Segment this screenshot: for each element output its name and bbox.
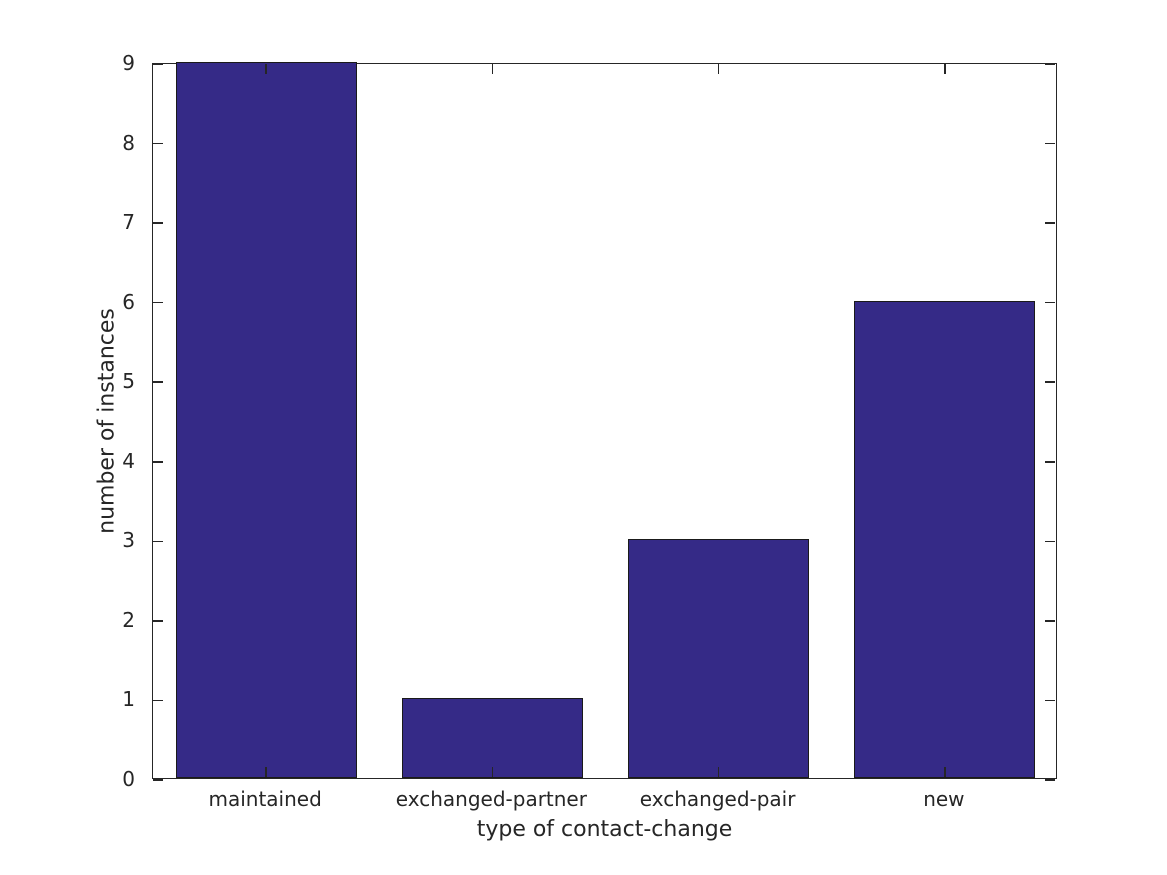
y-tick-right bbox=[1045, 461, 1055, 463]
x-tick-label-exchanged-partner: exchanged-partner bbox=[395, 787, 587, 811]
x-tick-label-new: new bbox=[923, 787, 965, 811]
y-tick-label: 9 bbox=[122, 51, 135, 75]
y-tick-label: 8 bbox=[122, 130, 135, 155]
y-tick-left bbox=[153, 142, 163, 145]
y-tick-right bbox=[1045, 142, 1055, 145]
x-axis-title: type of contact-change bbox=[476, 817, 733, 842]
plot-area bbox=[152, 62, 1057, 781]
x-tick-label-exchanged-pair: exchanged-pair bbox=[639, 787, 796, 811]
x-tick-top bbox=[491, 64, 494, 74]
y-tick-label: 1 bbox=[122, 687, 135, 712]
y-tick-left bbox=[153, 222, 163, 224]
bar-exchanged-partner bbox=[401, 698, 583, 778]
y-tick-right bbox=[1045, 620, 1055, 622]
y-tick-left bbox=[153, 620, 163, 622]
y-tick-right bbox=[1045, 301, 1055, 304]
x-tick-top bbox=[717, 64, 720, 74]
x-tick-top bbox=[944, 64, 946, 74]
y-tick-right bbox=[1045, 381, 1055, 383]
x-tick-top bbox=[265, 64, 267, 74]
y-tick-right bbox=[1045, 222, 1055, 224]
y-tick-left bbox=[153, 301, 163, 304]
bar-new bbox=[854, 300, 1036, 778]
y-tick-left bbox=[153, 461, 163, 463]
y-tick-right bbox=[1045, 63, 1055, 65]
y-tick-right bbox=[1045, 540, 1055, 543]
y-tick-right bbox=[1045, 699, 1055, 702]
x-tick-bottom bbox=[265, 767, 267, 777]
y-tick-label: 0 bbox=[122, 767, 135, 791]
y-axis-title: number of instances bbox=[94, 308, 120, 534]
y-tick-label: 7 bbox=[122, 210, 135, 235]
x-tick-bottom bbox=[944, 767, 946, 777]
x-tick-label-maintained: maintained bbox=[208, 787, 322, 811]
y-tick-label: 6 bbox=[122, 289, 135, 314]
y-tick-left bbox=[153, 63, 163, 65]
y-tick-left bbox=[153, 699, 163, 702]
y-tick-label: 4 bbox=[122, 448, 135, 473]
y-tick-left bbox=[153, 779, 163, 781]
x-tick-bottom bbox=[717, 767, 720, 777]
y-tick-right bbox=[1045, 779, 1055, 781]
y-tick-left bbox=[153, 381, 163, 383]
bar-maintained bbox=[175, 62, 357, 778]
y-tick-label: 3 bbox=[122, 528, 135, 553]
y-tick-label: 2 bbox=[122, 607, 135, 632]
y-tick-label: 5 bbox=[122, 369, 135, 394]
x-tick-bottom bbox=[491, 767, 494, 777]
y-tick-left bbox=[153, 540, 163, 543]
bar-exchanged-pair bbox=[628, 539, 810, 778]
